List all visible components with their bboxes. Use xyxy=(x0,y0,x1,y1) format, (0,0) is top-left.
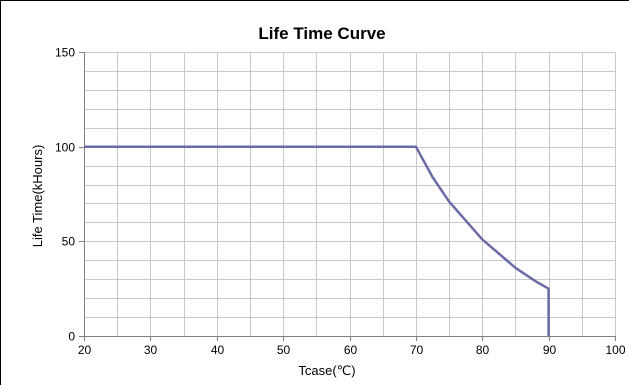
chart-title: Life Time Curve xyxy=(258,24,385,43)
axes xyxy=(79,52,616,341)
y-tick-label: 0 xyxy=(68,330,75,344)
life-time-curve-line xyxy=(84,145,550,336)
x-tick-label: 50 xyxy=(277,343,291,357)
y-axis-title: Life Time(kHours) xyxy=(30,145,45,248)
x-tick-label: 30 xyxy=(144,343,158,357)
grid xyxy=(84,52,616,337)
y-tick-label: 50 xyxy=(62,235,76,249)
x-tick-label: 90 xyxy=(543,343,557,357)
x-tick-label: 20 xyxy=(78,343,92,357)
y-tick-label: 100 xyxy=(55,141,75,155)
tick-labels: 20 30 40 50 60 70 80 90 100 0 50 100 150 xyxy=(55,46,626,358)
x-tick-label: 60 xyxy=(344,343,358,357)
y-tick-label: 150 xyxy=(55,46,75,60)
x-tick-label: 80 xyxy=(476,343,490,357)
x-tick-label: 70 xyxy=(410,343,424,357)
x-tick-label: 40 xyxy=(211,343,225,357)
x-axis-title: Tcase(℃) xyxy=(298,363,355,378)
series-layer xyxy=(84,145,550,336)
x-tick-label: 100 xyxy=(605,343,625,357)
